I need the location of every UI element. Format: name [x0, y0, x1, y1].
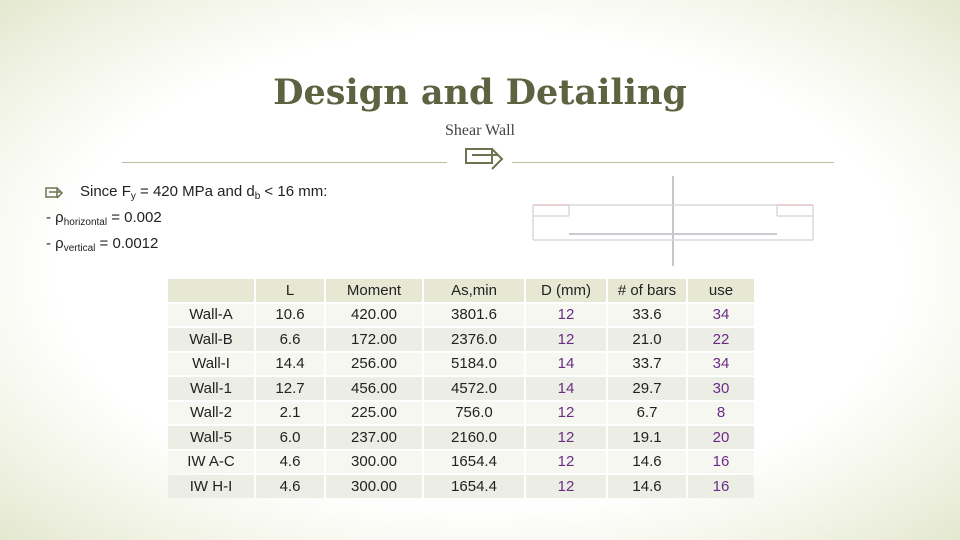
use-cell: 22 [688, 328, 754, 351]
use-cell: 16 [688, 450, 754, 473]
as-min-cell: 4572.0 [424, 377, 524, 400]
wall-name-cell: Wall-2 [168, 401, 254, 424]
scroll-bullet-icon [45, 187, 64, 199]
header-cell: use [688, 279, 754, 302]
bars-cell: 6.7 [608, 401, 686, 424]
use-cell: 34 [688, 352, 754, 375]
table-row: Wall-2 2.1 225.00 756.0 12 6.7 8 [168, 401, 754, 424]
header-cell: # of bars [608, 279, 686, 302]
diameter-cell: 12 [526, 426, 606, 449]
diameter-cell: 14 [526, 377, 606, 400]
moment-cell: 300.00 [326, 450, 422, 473]
wall-section-diagram [531, 176, 815, 266]
moment-cell: 256.00 [326, 352, 422, 375]
wall-name-cell: IW A-C [168, 450, 254, 473]
diameter-cell: 12 [526, 303, 606, 326]
wall-name-cell: Wall-I [168, 352, 254, 375]
bars-cell: 19.1 [608, 426, 686, 449]
length-cell: 6.0 [256, 426, 324, 449]
wall-name-cell: Wall-1 [168, 377, 254, 400]
moment-cell: 420.00 [326, 303, 422, 326]
table-header-row: L Moment As,min D (mm) # of bars use [168, 279, 754, 302]
use-cell: 8 [688, 401, 754, 424]
as-min-cell: 756.0 [424, 401, 524, 424]
wall-name-cell: Wall-A [168, 303, 254, 326]
table-row: IW A-C 4.6 300.00 1654.4 12 14.6 16 [168, 450, 754, 473]
wall-name-cell: IW H-I [168, 475, 254, 498]
use-cell: 30 [688, 377, 754, 400]
wall-name-cell: Wall-B [168, 328, 254, 351]
rho-horizontal: - ρhorizontal = 0.002 [46, 209, 162, 228]
table-row: IW H-I 4.6 300.00 1654.4 12 14.6 16 [168, 475, 754, 498]
bars-cell: 29.7 [608, 377, 686, 400]
as-min-cell: 2160.0 [424, 426, 524, 449]
diameter-cell: 12 [526, 475, 606, 498]
moment-cell: 456.00 [326, 377, 422, 400]
header-cell: D (mm) [526, 279, 606, 302]
table-row: Wall-1 12.7 456.00 4572.0 14 29.7 30 [168, 377, 754, 400]
as-min-cell: 1654.4 [424, 450, 524, 473]
bars-cell: 14.6 [608, 475, 686, 498]
length-cell: 2.1 [256, 401, 324, 424]
slide-subtitle: Shear Wall [445, 122, 515, 139]
diameter-cell: 14 [526, 352, 606, 375]
length-cell: 12.7 [256, 377, 324, 400]
wall-name-cell: Wall-5 [168, 426, 254, 449]
bullet-condition: Since Fy = 420 MPa and db < 16 mm: [80, 183, 328, 202]
as-min-cell: 1654.4 [424, 475, 524, 498]
rho-vertical: - ρvertical = 0.0012 [46, 235, 159, 254]
bars-cell: 33.6 [608, 303, 686, 326]
shear-wall-table: L Moment As,min D (mm) # of bars use Wal… [166, 277, 756, 500]
slide-title: Design and Detailing [273, 72, 687, 113]
bars-cell: 21.0 [608, 328, 686, 351]
divider-right [512, 162, 834, 163]
as-min-cell: 3801.6 [424, 303, 524, 326]
moment-cell: 172.00 [326, 328, 422, 351]
diameter-cell: 12 [526, 328, 606, 351]
scroll-ornament-icon [465, 148, 504, 170]
table-row: Wall-5 6.0 237.00 2160.0 12 19.1 20 [168, 426, 754, 449]
length-cell: 4.6 [256, 450, 324, 473]
length-cell: 4.6 [256, 475, 324, 498]
moment-cell: 300.00 [326, 475, 422, 498]
as-min-cell: 2376.0 [424, 328, 524, 351]
table-row: Wall-A 10.6 420.00 3801.6 12 33.6 34 [168, 303, 754, 326]
bars-cell: 14.6 [608, 450, 686, 473]
header-cell: As,min [424, 279, 524, 302]
use-cell: 16 [688, 475, 754, 498]
diameter-cell: 12 [526, 401, 606, 424]
table-row: Wall-B 6.6 172.00 2376.0 12 21.0 22 [168, 328, 754, 351]
header-cell: Moment [326, 279, 422, 302]
header-cell: L [256, 279, 324, 302]
use-cell: 20 [688, 426, 754, 449]
as-min-cell: 5184.0 [424, 352, 524, 375]
length-cell: 6.6 [256, 328, 324, 351]
length-cell: 14.4 [256, 352, 324, 375]
moment-cell: 225.00 [326, 401, 422, 424]
diameter-cell: 12 [526, 450, 606, 473]
bars-cell: 33.7 [608, 352, 686, 375]
divider-left [122, 162, 447, 163]
use-cell: 34 [688, 303, 754, 326]
length-cell: 10.6 [256, 303, 324, 326]
table-row: Wall-I 14.4 256.00 5184.0 14 33.7 34 [168, 352, 754, 375]
header-cell [168, 279, 254, 302]
moment-cell: 237.00 [326, 426, 422, 449]
